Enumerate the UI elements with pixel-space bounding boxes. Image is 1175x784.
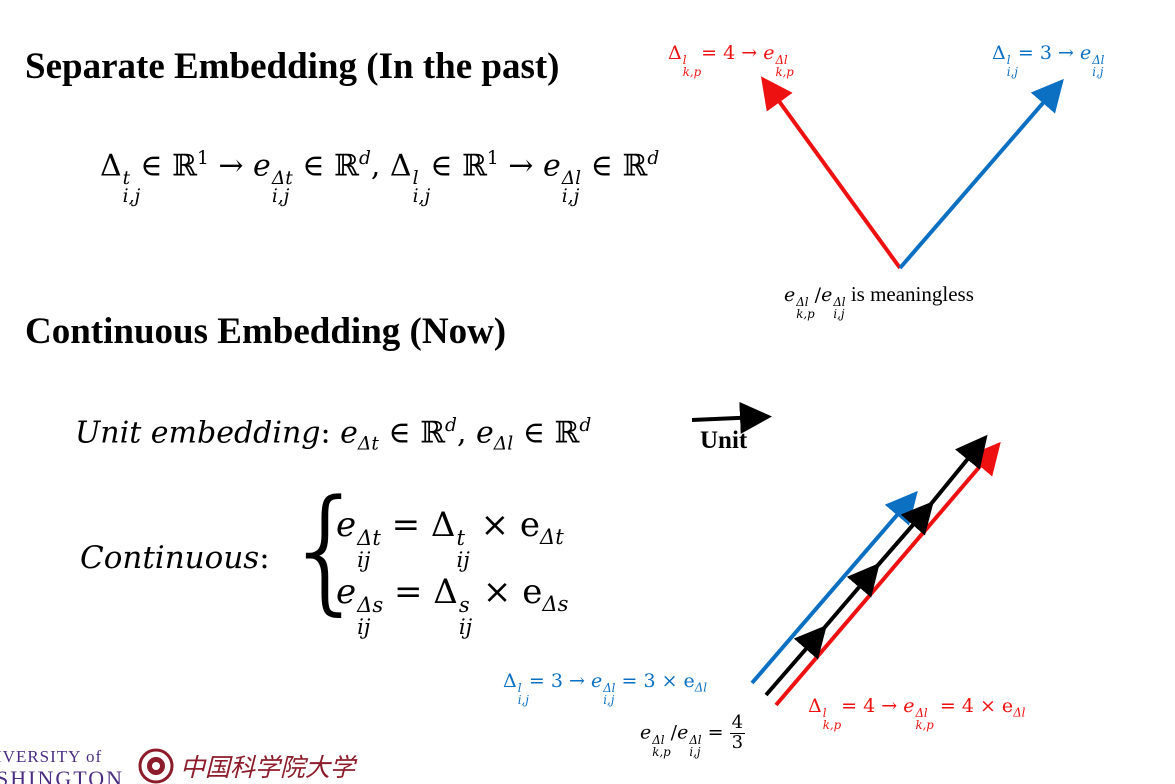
top-meaningless-label: e Δl k,p/e Δl i,j is meaningless — [784, 282, 974, 322]
uw-logo-line2: SHINGTON — [0, 766, 125, 784]
unit-embedding-formula: Unit embedding: eΔt ∈ ℝd, eΔl ∈ ℝd — [75, 415, 592, 455]
unit-arrow — [691, 401, 772, 434]
black-unit-segment-3 — [870, 500, 934, 574]
black-unit-segment-1 — [764, 624, 827, 697]
continuous-brace: { — [283, 471, 369, 628]
separate-embedding-heading: Separate Embedding (In the past) — [25, 46, 560, 87]
black-unit-segment-2 — [817, 562, 880, 636]
uw-logo-line1: IVERSITY of — [0, 747, 103, 766]
continuous-label: Continuous: — [80, 540, 270, 576]
cas-logo: 中国科学院大学 — [138, 748, 355, 784]
uw-logo: IVERSITY of SHINGTON — [0, 748, 124, 784]
cas-logo-text: 中国科学院大学 — [180, 753, 356, 782]
blue-scaled-arrow — [750, 490, 918, 685]
continuous-embedding-heading: Continuous Embedding (Now) — [25, 311, 507, 352]
red-scaled-arrow — [774, 441, 1001, 707]
blue-embedding-arrow — [898, 78, 1064, 270]
red-embedding-arrow — [760, 76, 902, 270]
black-unit-segment-4 — [924, 434, 988, 512]
cas-seal-icon — [138, 748, 174, 784]
